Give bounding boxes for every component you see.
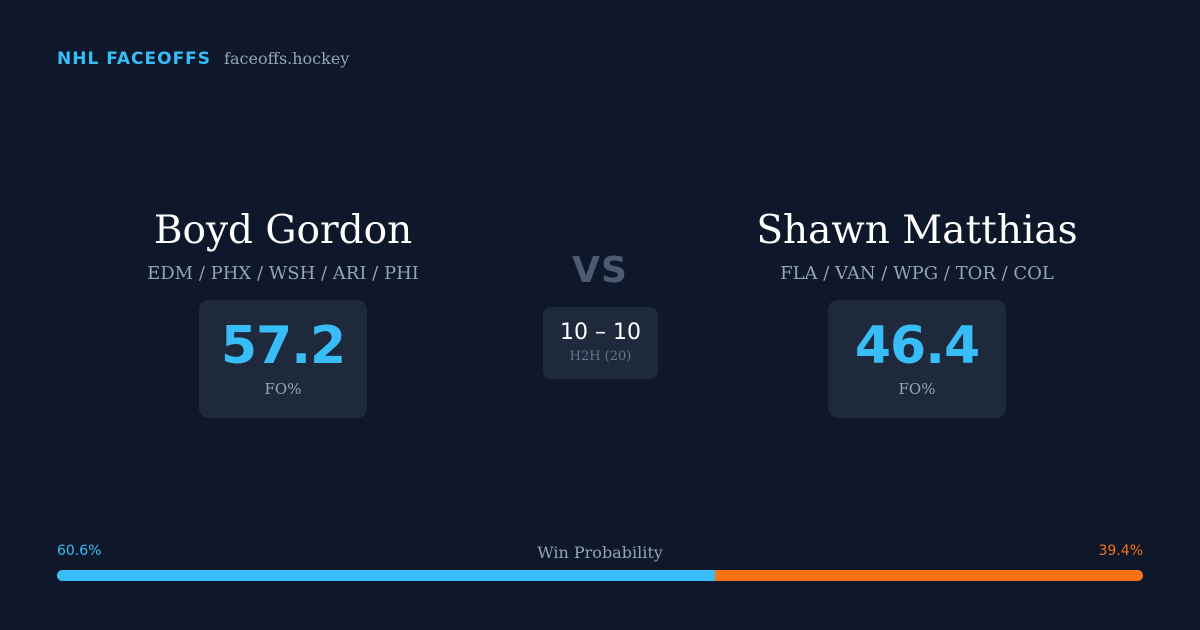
brand-header: NHL FACEOFFS faceoffs.hockey [57,49,349,69]
player-right-teams: FLA / VAN / WPG / TOR / COL [780,263,1054,284]
win-probability-bar-right [715,570,1143,581]
versus-label: VS [572,250,628,291]
player-right-faceoff-pct: 46.4 [854,316,980,376]
player-left-name: Boyd Gordon [153,208,413,253]
win-probability-left: 60.6% [57,543,102,559]
win-probability-title: Win Probability [537,543,663,562]
player-right-name: Shawn Matthias [756,208,1078,253]
brand-name: NHL FACEOFFS [57,49,212,69]
player-right-stat-card: 46.4 FO% [828,300,1006,418]
player-left-faceoff-pct: 57.2 [220,316,346,376]
brand-domain: faceoffs.hockey [224,49,350,68]
player-left-panel: Boyd Gordon EDM / PHX / WSH / ARI / PHI … [133,205,433,418]
head-to-head-card: 10 – 10 H2H (20) [543,307,658,379]
head-to-head-label: H2H (20) [569,349,632,364]
player-right-stat-label: FO% [898,380,936,398]
player-left-stat-label: FO% [264,380,302,398]
win-probability-bar [57,570,1143,581]
win-probability-right: 39.4% [1098,543,1143,559]
player-right-panel: Shawn Matthias FLA / VAN / WPG / TOR / C… [717,205,1117,418]
player-left-teams: EDM / PHX / WSH / ARI / PHI [147,263,419,284]
win-probability-labels: 60.6% Win Probability 39.4% [57,543,1143,563]
head-to-head-score: 10 – 10 [560,320,641,345]
win-probability-bar-left [57,570,716,581]
player-left-stat-card: 57.2 FO% [199,300,367,418]
